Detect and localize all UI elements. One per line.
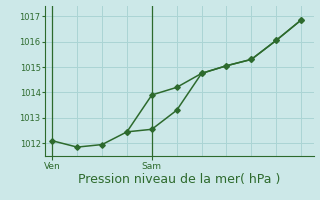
X-axis label: Pression niveau de la mer( hPa ): Pression niveau de la mer( hPa ) bbox=[78, 173, 280, 186]
